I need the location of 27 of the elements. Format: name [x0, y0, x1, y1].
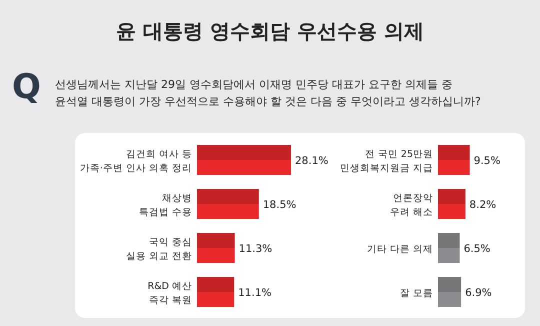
text: 선생님께서는 지난달 29일 영수회담에서 이재명 민주당 대표가 요구한 의제들 중 윤석열 대통령이 가장 우선적으로 수용해야 할 것은 다음 중 무엇이라고 생각하십니까? — [55, 78, 481, 108]
bar — [438, 233, 460, 263]
y-tick-label: 국익 중심 실용 외교 전환 — [126, 237, 192, 262]
data-label: 28.1% — [295, 155, 328, 167]
data-label: 11.1% — [238, 287, 272, 299]
data-label: 6.9% — [465, 287, 492, 299]
bar — [197, 233, 235, 263]
text: Q — [12, 67, 41, 107]
bar — [438, 189, 466, 219]
y-tick-label: 김건희 여사 등 가족·주변 인사 의혹 정리 — [80, 149, 192, 174]
data-label: 9.5% — [474, 155, 500, 167]
bar — [438, 277, 462, 307]
chart-title: 윤 대통령 영수회담 우선수용 의제 — [116, 19, 424, 43]
bar — [197, 145, 291, 175]
y-tick-label: 언론장악 우려 해소 — [390, 193, 433, 218]
data-label: 8.2% — [469, 199, 496, 211]
data-label: 11.3% — [238, 243, 272, 255]
bar — [197, 277, 234, 307]
data-label: 18.5% — [262, 199, 296, 211]
bar — [197, 189, 259, 219]
y-tick-label: 채상병 특검법 수용 — [138, 193, 192, 218]
y-tick-label: 기타 다른 의제 — [366, 244, 433, 255]
y-tick-label: 전 국민 25만원 민생회복지원금 지급 — [340, 149, 433, 174]
y-tick-label: 잘 모름 — [400, 288, 433, 299]
data-label: 6.5% — [464, 243, 490, 255]
y-tick-label: R&D 예산 즉각 복원 — [148, 281, 192, 306]
bar — [438, 145, 470, 175]
